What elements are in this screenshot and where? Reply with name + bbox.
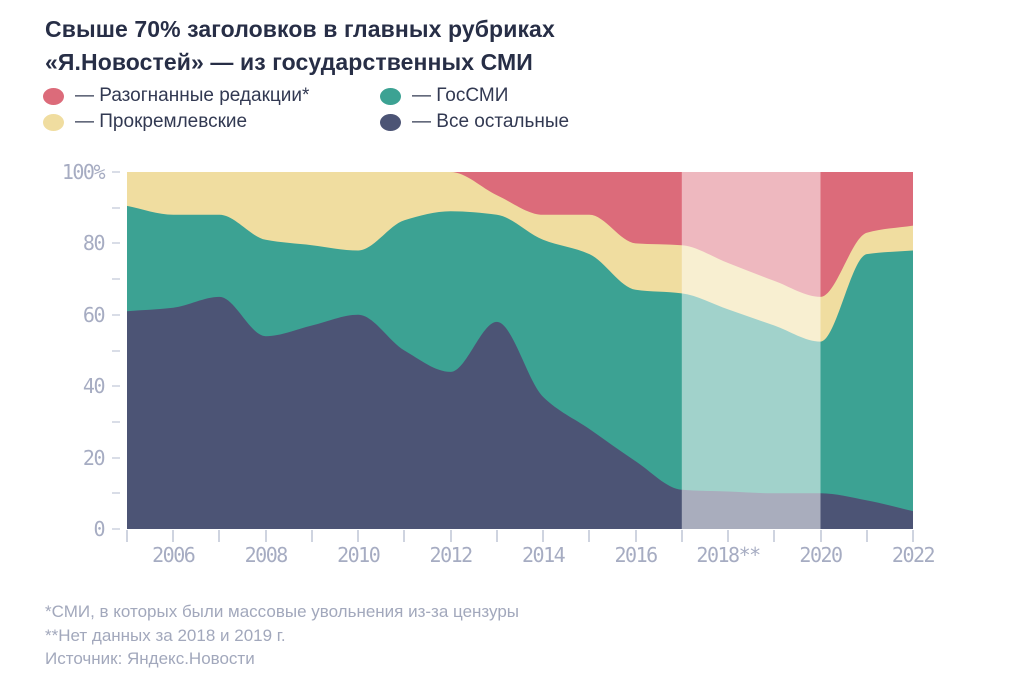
- y-axis-label: 60: [82, 302, 106, 327]
- legend-swatch-razognannye-icon: [43, 87, 64, 105]
- y-axis-tick: [112, 420, 120, 423]
- footnote-no-data: **Нет данных за 2018 и 2019 г.: [45, 625, 286, 645]
- footnote-censorship: *СМИ, в которых были массовые увольнения…: [45, 602, 519, 621]
- x-axis-tick: [634, 530, 637, 542]
- y-axis-label: 40: [82, 374, 106, 399]
- y-axis-tick: [112, 385, 120, 388]
- x-axis-tick: [588, 530, 591, 542]
- legend-swatch-prokremlevskie-icon: [43, 113, 64, 131]
- legend-item-prokremlevskie: — Прокремлевские: [43, 111, 248, 132]
- legend-label-vse-ostalnye: — Все остальные: [412, 111, 570, 132]
- y-axis-label: 100%: [61, 160, 106, 184]
- y-axis-label: 20: [82, 445, 106, 470]
- x-axis-label: 2010: [337, 543, 381, 567]
- y-axis-label: 80: [82, 231, 106, 256]
- x-axis-label: 2008: [244, 543, 289, 567]
- x-axis-label: 2022: [891, 543, 936, 567]
- x-axis-label: 2016: [614, 543, 658, 567]
- x-axis-tick: [495, 530, 498, 542]
- chart-title-line1: Свыше 70% заголовков в главных рубриках: [45, 16, 555, 42]
- y-axis-tick: [112, 528, 120, 530]
- x-axis-tick: [819, 530, 822, 542]
- legend-label-gossmi: — ГосСМИ: [412, 85, 509, 106]
- x-axis-tick: [403, 530, 406, 542]
- x-axis-tick: [727, 530, 730, 542]
- x-axis-tick: [218, 530, 221, 542]
- y-axis-tick: [112, 171, 120, 173]
- stacked-area-chart: [127, 170, 913, 529]
- y-axis-tick: [112, 492, 120, 495]
- x-axis-tick: [912, 530, 914, 542]
- footnote-source: Источник: Яндекс.Новости: [45, 649, 255, 668]
- x-axis-label: 2018**: [696, 543, 761, 567]
- x-axis-tick: [172, 530, 175, 542]
- x-axis-tick: [357, 530, 360, 542]
- x-axis-label: 2020: [799, 543, 843, 567]
- legend-item-razognannye: — Разогнанные редакции*: [43, 85, 310, 106]
- legend-swatch-gossmi-icon: [380, 87, 401, 105]
- legend-swatch-vse-ostalnye-icon: [380, 113, 401, 131]
- y-axis-tick: [112, 313, 120, 316]
- legend-label-prokremlevskie: — Прокремлевские: [75, 111, 248, 132]
- y-axis-tick: [112, 278, 120, 281]
- stacked-area-chart-canvas: [127, 170, 913, 529]
- area-vse-ostalnye: [127, 296, 913, 529]
- x-axis-label: 2006: [152, 543, 196, 567]
- legend-label-razognannye: — Разогнанные редакции*: [75, 85, 310, 106]
- x-axis-tick: [264, 530, 267, 542]
- footnotes: *СМИ, в которых были массовые увольнения…: [45, 600, 519, 671]
- x-axis-tick: [310, 530, 313, 542]
- no-data-overlay: [681, 172, 821, 529]
- x-axis-tick: [449, 530, 452, 542]
- x-axis-label: 2012: [429, 543, 474, 567]
- y-axis-label: 0: [93, 517, 105, 541]
- x-axis-label: 2014: [522, 543, 566, 567]
- y-axis-tick: [112, 456, 120, 459]
- x-axis-tick: [126, 530, 128, 542]
- legend-item-gossmi: — ГосСМИ: [380, 85, 509, 106]
- y-axis-tick: [112, 242, 120, 245]
- y-axis-tick: [112, 206, 120, 209]
- x-axis-tick: [773, 530, 776, 542]
- chart-title: Свыше 70% заголовков в главных рубриках …: [45, 13, 555, 79]
- legend-item-vse-ostalnye: — Все остальные: [380, 111, 570, 132]
- y-axis-tick: [112, 349, 120, 352]
- x-axis-tick: [680, 530, 683, 542]
- x-axis-tick: [542, 530, 545, 542]
- chart-title-line2: «Я.Новостей» — из государственных СМИ: [45, 49, 533, 75]
- x-axis-tick: [865, 530, 868, 542]
